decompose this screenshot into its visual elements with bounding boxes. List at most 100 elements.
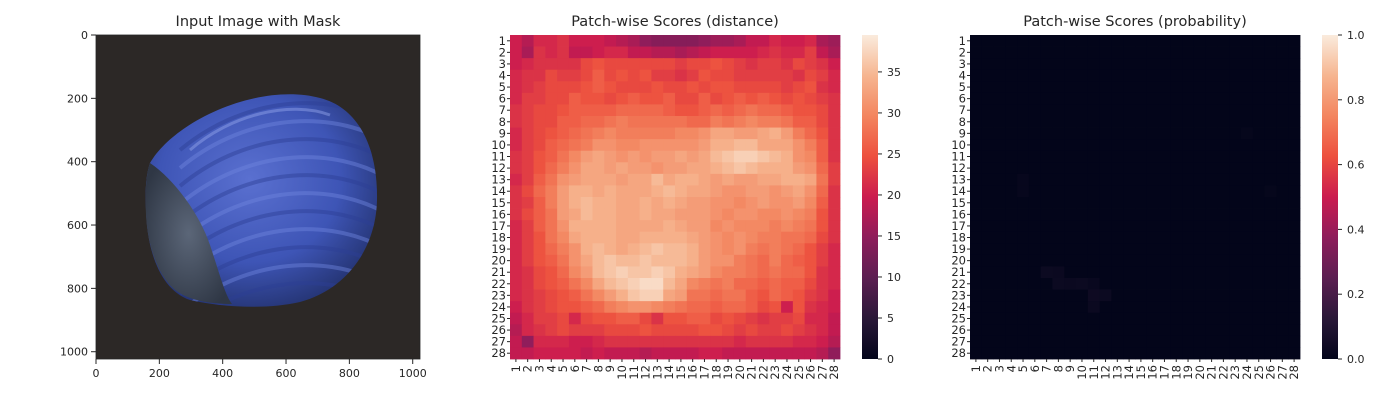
heatmap-cell — [510, 278, 523, 290]
heatmap-cell — [769, 278, 782, 290]
heatmap-cell — [580, 58, 593, 71]
heatmap-cell — [1017, 104, 1030, 117]
heatmap-cell — [557, 92, 570, 105]
heatmap-cell — [1252, 81, 1266, 94]
heatmap-cell — [1170, 116, 1183, 128]
heatmap-cell — [616, 266, 629, 279]
heatmap-cell — [733, 347, 747, 360]
heatmap-cell — [686, 116, 699, 128]
heatmap-cell — [1170, 347, 1183, 360]
heatmap-cell — [981, 335, 994, 348]
heatmap-cell — [592, 127, 605, 140]
heatmap-cell — [1193, 116, 1207, 128]
heatmap-cell — [816, 335, 829, 348]
heatmap-cell — [1170, 35, 1183, 47]
heatmap-cell — [1252, 185, 1266, 198]
heatmap-cell — [1182, 116, 1195, 128]
heatmap-cell — [1288, 220, 1301, 233]
heatmap-cell — [1264, 46, 1277, 59]
heatmap-cell — [698, 208, 711, 221]
y-tick-label: 200 — [67, 92, 88, 105]
heatmap-cell — [1076, 231, 1089, 244]
heatmap-cell — [1241, 208, 1254, 221]
heatmap-cell — [1276, 46, 1289, 59]
heatmap-cell — [769, 208, 782, 221]
heatmap-cell — [533, 104, 546, 117]
heatmap-cell — [769, 116, 782, 128]
col-tick-label: 12 — [639, 365, 653, 380]
heatmap-cell — [616, 173, 629, 186]
heatmap-cell — [580, 324, 593, 337]
heatmap-cell — [663, 208, 676, 221]
heatmap-cell — [1146, 312, 1159, 325]
distance-heatmap-axes: 1234567891011121314151617181920212223242… — [491, 34, 841, 380]
heatmap-cell — [604, 197, 617, 209]
heatmap-cell — [698, 243, 711, 256]
heatmap-cell — [769, 324, 782, 337]
heatmap-cell — [1288, 127, 1301, 140]
heatmap-cell — [828, 185, 841, 198]
heatmap-cell — [627, 301, 641, 314]
heatmap-cell — [769, 35, 782, 47]
heatmap-cell — [1064, 208, 1077, 221]
heatmap-cell — [828, 231, 841, 244]
heatmap-cell — [663, 301, 676, 314]
heatmap-cell — [627, 127, 641, 140]
heatmap-cell — [698, 173, 711, 186]
heatmap-cell — [533, 35, 546, 47]
x-tick-label: 800 — [339, 367, 360, 380]
heatmap-cell — [686, 243, 699, 256]
heatmap-cell — [1146, 69, 1159, 82]
heatmap-cell — [1182, 162, 1195, 175]
heatmap-cell — [781, 243, 794, 256]
heatmap-cell — [1146, 301, 1159, 314]
heatmap-cell — [816, 243, 829, 256]
heatmap-cell — [1288, 116, 1301, 128]
heatmap-cell — [1052, 220, 1065, 233]
heatmap-cell — [1040, 139, 1053, 152]
heatmap-cell — [733, 162, 747, 175]
heatmap-cell — [1205, 116, 1218, 128]
heatmap-cell — [1052, 301, 1065, 314]
heatmap-cell — [675, 92, 688, 105]
heatmap-cell — [616, 301, 629, 314]
heatmap-cell — [828, 173, 841, 186]
heatmap-cell — [1099, 231, 1112, 244]
heatmap-cell — [1241, 220, 1254, 233]
heatmap-cell — [1158, 81, 1171, 94]
heatmap-cell — [757, 301, 770, 314]
heatmap-cell — [1052, 208, 1065, 221]
heatmap-cell — [804, 69, 817, 82]
heatmap-cell — [745, 116, 758, 128]
heatmap-cell — [1217, 208, 1230, 221]
heatmap-cell — [1111, 208, 1124, 221]
heatmap-cell — [804, 197, 817, 209]
heatmap-cell — [545, 173, 558, 186]
heatmap-cell — [1135, 312, 1148, 325]
heatmap-cell — [733, 301, 747, 314]
heatmap-cell — [781, 220, 794, 233]
heatmap-cell — [1288, 46, 1301, 59]
heatmap-cell — [769, 335, 782, 348]
heatmap-cell — [1288, 150, 1301, 163]
heatmap-cell — [651, 347, 664, 360]
heatmap-cell — [745, 104, 758, 117]
heatmap-cell — [745, 312, 758, 325]
heatmap-cell — [1288, 81, 1301, 94]
col-tick-label: 18 — [1169, 365, 1183, 380]
heatmap-cell — [568, 46, 582, 59]
heatmap-cell — [1040, 254, 1053, 267]
heatmap-cell — [675, 127, 688, 140]
heatmap-cell — [1040, 335, 1053, 348]
heatmap-cell — [592, 289, 605, 302]
heatmap-cell — [1264, 162, 1277, 175]
heatmap-cell — [1193, 335, 1207, 348]
heatmap-cell — [1087, 231, 1101, 244]
heatmap-cell — [533, 243, 546, 256]
heatmap-cell — [1017, 185, 1030, 198]
heatmap-cell — [1288, 266, 1301, 279]
heatmap-cell — [1229, 335, 1242, 348]
heatmap-cell — [1217, 254, 1230, 267]
heatmap-cell — [580, 116, 593, 128]
heatmap-cell — [1170, 335, 1183, 348]
